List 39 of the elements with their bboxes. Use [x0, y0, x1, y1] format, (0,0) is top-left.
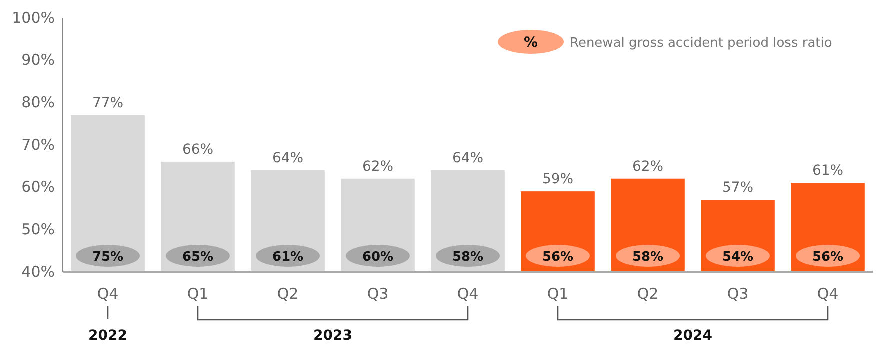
- data-label: 64%: [452, 150, 484, 166]
- data-label: 59%: [542, 172, 574, 188]
- x-tick-label: Q3: [367, 285, 389, 303]
- y-tick-label: 50%: [22, 220, 55, 238]
- data-label: 62%: [632, 158, 664, 175]
- y-tick-label: 70%: [22, 136, 55, 154]
- annotation: Renewal gross accident period loss ratio: [570, 36, 832, 51]
- annotation: 54%: [722, 250, 754, 265]
- annotation: 75%: [92, 250, 124, 265]
- annotation: 56%: [542, 250, 574, 265]
- x-tick-label: Q3: [727, 285, 749, 303]
- y-tick-label: 60%: [22, 178, 55, 196]
- annotation: 56%: [812, 250, 844, 265]
- x-tick-label: Q1: [547, 285, 569, 303]
- data-label: 66%: [182, 142, 214, 158]
- data-label: 77%: [92, 95, 124, 112]
- text: 2023: [314, 328, 352, 344]
- x-tick-label: Q1: [187, 285, 209, 303]
- x-tick-label: Q4: [817, 285, 839, 303]
- annotation: 58%: [632, 250, 664, 265]
- y-tick-label: 100%: [12, 8, 55, 27]
- x-tick-label: Q4: [457, 285, 479, 303]
- annotation: 65%: [182, 250, 214, 265]
- annotation: 58%: [452, 250, 484, 265]
- data-label: 61%: [812, 163, 844, 180]
- x-tick-label: Q4: [97, 285, 119, 303]
- data-label: 57%: [722, 180, 754, 196]
- y-tick-label: 40%: [22, 262, 55, 281]
- y-tick-label: 80%: [22, 93, 55, 112]
- x-tick-label: Q2: [277, 285, 299, 303]
- x-tick-label: Q2: [637, 285, 659, 303]
- annotation: %: [524, 35, 538, 51]
- data-label: 62%: [362, 158, 394, 175]
- text: 2022: [88, 328, 128, 344]
- annotation: 61%: [272, 250, 304, 265]
- annotation: 60%: [362, 250, 394, 265]
- y-tick-label: 90%: [22, 51, 55, 70]
- data-label: 64%: [272, 150, 304, 166]
- text: 2024: [674, 328, 713, 344]
